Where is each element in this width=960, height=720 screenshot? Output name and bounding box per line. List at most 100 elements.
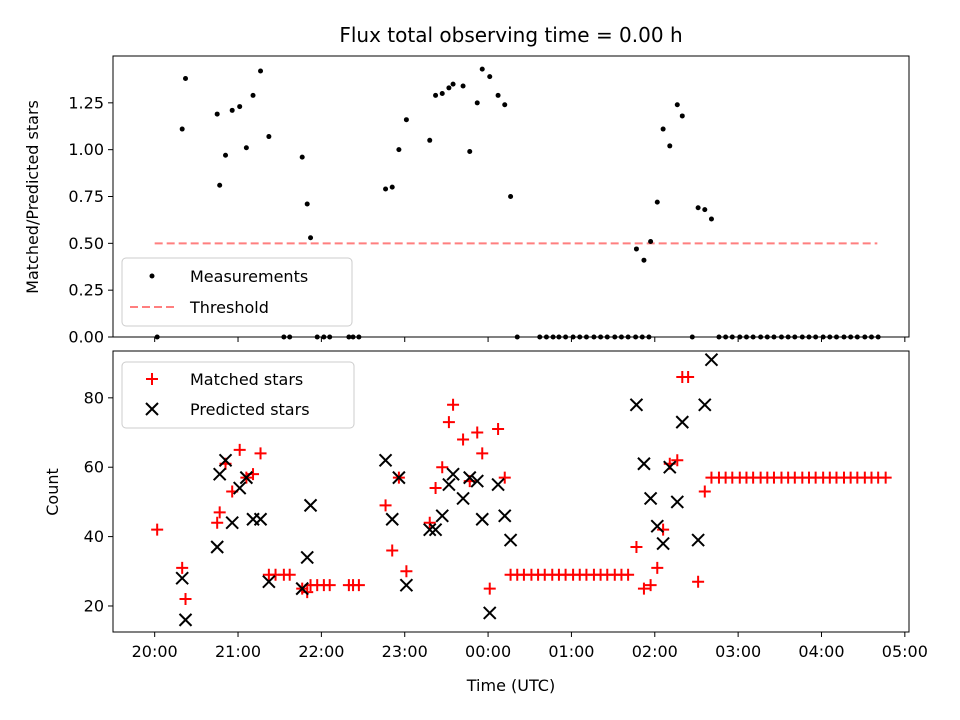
bottom-panel: Count Time (UTC) 20 40 60 80 20:00 21:00 22:00… bbox=[43, 350, 928, 695]
matched-stars-point bbox=[283, 568, 296, 581]
measurements-point bbox=[214, 111, 220, 117]
measurements-point bbox=[474, 100, 480, 106]
matched-stars-point bbox=[436, 461, 449, 474]
measurements-point bbox=[396, 147, 402, 153]
measurements-point bbox=[217, 182, 223, 188]
predicted-stars-point bbox=[385, 512, 399, 526]
top-y-tick-label: 0.25 bbox=[68, 281, 104, 300]
predicted-stars-point bbox=[392, 470, 406, 485]
top-y-tick-label: 1.25 bbox=[68, 93, 104, 112]
bottom-legend-box bbox=[121, 361, 355, 429]
measurements-point bbox=[495, 92, 501, 98]
top-y-tick-label: 0.00 bbox=[68, 328, 104, 347]
measurements-point bbox=[258, 68, 264, 74]
x-tick-label: 05:00 bbox=[882, 642, 928, 661]
matched-stars-point bbox=[176, 561, 189, 574]
predicted-stars-point bbox=[498, 509, 512, 523]
predicted-stars-point bbox=[643, 491, 658, 506]
top-y-axis-label: Matched/Predicted stars bbox=[23, 100, 42, 294]
measurements-point bbox=[654, 199, 660, 205]
matched-stars-point bbox=[483, 582, 496, 595]
predicted-stars-point bbox=[637, 457, 651, 471]
measurements-point bbox=[460, 83, 466, 89]
measurements-point bbox=[403, 117, 409, 123]
predicted-stars-point bbox=[423, 522, 437, 537]
matched-stars-point bbox=[630, 541, 643, 554]
measurements-point bbox=[502, 102, 508, 108]
predicted-stars-point bbox=[503, 533, 518, 547]
top-marks bbox=[154, 66, 881, 340]
measurements-point bbox=[450, 81, 456, 87]
measurements-point bbox=[304, 201, 310, 207]
legend-measurements-label: Measurements bbox=[190, 267, 308, 286]
matched-stars-point bbox=[254, 447, 267, 460]
predicted-stars-point bbox=[399, 578, 414, 592]
measurements-point bbox=[648, 238, 654, 244]
x-tick-label: 22:00 bbox=[298, 642, 344, 661]
predicted-stars-point bbox=[691, 533, 705, 547]
matched-stars-point bbox=[657, 523, 670, 536]
measurements-point bbox=[229, 107, 235, 113]
top-y-tick-label: 0.75 bbox=[68, 187, 104, 206]
bottom-ticks: 20 40 60 80 20:00 21:00 22:00 23:00 00:00 01:00 02… bbox=[84, 388, 928, 661]
predicted-stars-point bbox=[698, 398, 712, 412]
matched-stars-point bbox=[644, 579, 657, 592]
measurements-point bbox=[427, 137, 433, 143]
measurements-point bbox=[508, 194, 514, 199]
top-legend-box bbox=[121, 257, 353, 327]
predicted-stars-point bbox=[378, 453, 393, 467]
top-y-tick-label: 1.00 bbox=[68, 140, 104, 159]
predicted-stars-point bbox=[262, 574, 276, 589]
measurements-point bbox=[467, 149, 473, 155]
predicted-stars-point bbox=[295, 581, 309, 596]
matched-stars-point bbox=[692, 575, 705, 588]
x-tick-label: 02:00 bbox=[632, 642, 678, 661]
predicted-stars-point bbox=[463, 470, 477, 485]
predicted-stars-point bbox=[239, 470, 254, 485]
bottom-plot-area bbox=[151, 352, 892, 627]
measurements-point bbox=[708, 216, 714, 222]
x-tick-label: 00:00 bbox=[465, 642, 511, 661]
matched-stars-point bbox=[151, 523, 164, 536]
measurements-point bbox=[667, 143, 673, 149]
bottom-axes-frame bbox=[112, 350, 910, 633]
measurements-point bbox=[702, 207, 708, 213]
measurements-point bbox=[243, 145, 249, 151]
matched-stars-point bbox=[682, 371, 695, 384]
matched-stars-point bbox=[476, 447, 489, 460]
measurements-point bbox=[266, 134, 272, 140]
bottom-legend: Matched stars Predicted stars bbox=[121, 361, 355, 429]
x-tick-label: 23:00 bbox=[382, 642, 428, 661]
measurements-point bbox=[308, 235, 314, 241]
matched-stars-point bbox=[442, 416, 455, 429]
matched-stars-point bbox=[423, 516, 436, 529]
measurements-point bbox=[695, 205, 701, 211]
matched-stars-point bbox=[637, 582, 650, 595]
legend-threshold-label: Threshold bbox=[189, 298, 269, 317]
predicted-stars-point bbox=[670, 495, 684, 509]
predicted-stars-point bbox=[675, 415, 689, 429]
top-plot-area bbox=[154, 66, 881, 340]
x-tick-label: 03:00 bbox=[715, 642, 761, 661]
top-panel: Flux total observing time = 0.00 h Match… bbox=[23, 23, 910, 347]
predicted-stars-point bbox=[218, 453, 233, 467]
predicted-stars-point bbox=[225, 516, 239, 530]
matched-stars-point bbox=[400, 565, 413, 578]
matched-stars-point bbox=[498, 471, 511, 484]
matched-stars-point bbox=[622, 568, 635, 581]
predicted-stars-point bbox=[456, 491, 470, 506]
predicted-stars-point bbox=[663, 460, 677, 474]
predicted-stars-point bbox=[656, 536, 670, 551]
measurements-point bbox=[183, 75, 189, 81]
legend-predicted-label: Predicted stars bbox=[190, 400, 310, 419]
matched-stars-point bbox=[323, 579, 336, 592]
measurements-point bbox=[179, 126, 185, 132]
legend-matched-marker bbox=[146, 373, 158, 385]
predicted-stars-point bbox=[212, 467, 227, 481]
matched-stars-point bbox=[386, 544, 399, 557]
predicted-stars-point bbox=[629, 398, 644, 412]
matched-stars-point bbox=[651, 561, 664, 574]
measurements-point bbox=[487, 74, 493, 80]
top-axes-frame bbox=[112, 55, 910, 338]
